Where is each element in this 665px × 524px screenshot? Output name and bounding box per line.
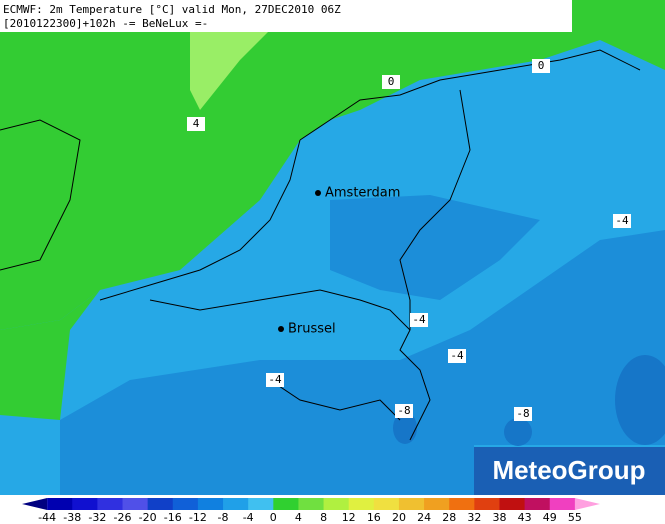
colorbar-label: 49 [543, 511, 557, 524]
colorbar-segment [323, 498, 350, 510]
colorbar-segment [424, 498, 450, 510]
border [149, 289, 431, 441]
colorbar-label: 20 [392, 511, 406, 524]
contour-label: 0 [538, 59, 545, 72]
colorbar-label: 0 [270, 511, 277, 524]
city-dot [278, 326, 284, 332]
contour-label-box [448, 349, 466, 363]
coastline-uk [0, 119, 81, 271]
coastline [99, 139, 301, 301]
colorbar-label: -8 [218, 511, 229, 524]
colorbar-segment [398, 498, 425, 510]
colorbar-label: -4 [243, 511, 254, 524]
colder-zone [504, 418, 532, 446]
coastline [299, 49, 641, 141]
contour-label: -4 [268, 373, 282, 386]
colorbar-segment [373, 498, 400, 510]
colorbar-segment [449, 498, 475, 510]
colorbar-label: -16 [164, 511, 182, 524]
colorbar-label: -12 [189, 511, 207, 524]
contour-label-box [514, 407, 532, 421]
contour-label-box [266, 373, 284, 387]
colorbar-label: 16 [367, 511, 381, 524]
contour-label-box [613, 214, 631, 228]
colorbar-label: 8 [320, 511, 327, 524]
colorbar-label: -44 [38, 511, 56, 524]
colorbar-segment [172, 498, 199, 510]
colorbar-segment [47, 498, 73, 510]
colorbar-segment [122, 498, 149, 510]
colorbar-segment [72, 498, 98, 510]
header-box [0, 0, 572, 32]
colorbar-segment [248, 498, 274, 510]
colorbar-segment [524, 498, 551, 510]
logo: MeteoGroup [492, 455, 645, 485]
contour-label: -4 [412, 313, 426, 326]
border [269, 379, 401, 421]
colorbar-label: -32 [88, 511, 106, 524]
colorbar-segment [298, 498, 325, 510]
colorbar-segment [348, 498, 375, 510]
contour-label-box [395, 404, 413, 418]
colorbar-end [22, 498, 48, 510]
contour-label-box [532, 59, 550, 73]
colorbar-label: -38 [63, 511, 81, 524]
colorbar-segment [474, 498, 500, 510]
colorbar-segment [273, 498, 299, 510]
colorbar-segment [97, 498, 124, 510]
colorbar-segment [197, 498, 224, 510]
header-line: ECMWF: 2m Temperature [°C] valid Mon, 27… [3, 3, 341, 16]
contour-label: 0 [388, 75, 395, 88]
contour-label: -4 [615, 214, 629, 227]
colorbar-segment [223, 498, 249, 510]
contour-label: -4 [450, 349, 464, 362]
contour-label: -8 [516, 407, 529, 420]
cold-zone [330, 195, 540, 300]
colorbar-segment [549, 498, 576, 510]
colorbar-label: -26 [114, 511, 132, 524]
border [399, 89, 471, 330]
city-dot [315, 190, 321, 196]
contour-label-box [410, 313, 428, 327]
colorbar-label: 55 [568, 511, 582, 524]
contour-label: -8 [397, 404, 410, 417]
sea-zone [0, 290, 100, 420]
colorbar-label: 4 [295, 511, 302, 524]
header-line: [2010122300]+102h -= BeNeLux =- [3, 17, 208, 30]
city-label: Brussel [288, 322, 336, 337]
logo-box [474, 447, 665, 495]
colorbar-label: 32 [467, 511, 481, 524]
colorbar-label: 28 [442, 511, 456, 524]
colorbar-label: 38 [492, 511, 506, 524]
colorbar-label: 12 [342, 511, 356, 524]
colorbar-segment [499, 498, 526, 510]
contour-label-box [382, 75, 400, 89]
colder-zone [615, 355, 665, 445]
colorbar-segment [147, 498, 174, 510]
colorbar-label: 24 [417, 511, 431, 524]
colder-zone [393, 412, 417, 444]
colorbar-end [574, 498, 600, 510]
colorbar-label: 43 [518, 511, 532, 524]
sea-zone [0, 0, 665, 330]
contour-label: 4 [193, 117, 200, 130]
contour-label-box [187, 117, 205, 131]
city-label: Amsterdam [325, 186, 400, 201]
colorbar-label: -20 [139, 511, 157, 524]
borders [0, 49, 641, 441]
